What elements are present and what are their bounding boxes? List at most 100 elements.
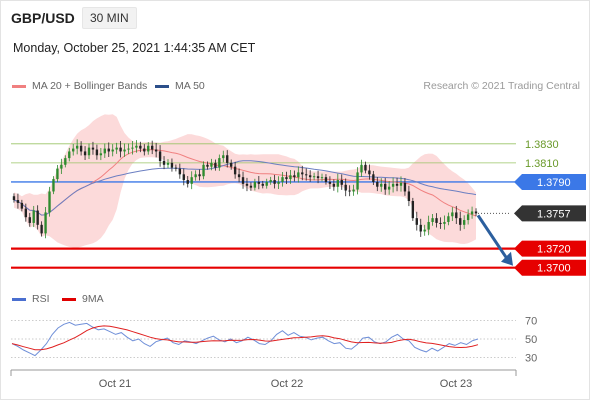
candle-body xyxy=(415,218,418,225)
candle-body xyxy=(91,147,95,150)
candle-body xyxy=(470,211,474,215)
candle-body xyxy=(312,176,316,178)
bollinger-band-layer xyxy=(14,114,476,248)
level-label-1.3830: 1.3830 xyxy=(525,139,559,151)
forecast-arrow-head xyxy=(501,251,513,266)
candle-body xyxy=(257,181,261,184)
candle-body xyxy=(206,164,209,167)
candle-body xyxy=(166,162,170,165)
level-label-1.3790: 1.3790 xyxy=(537,177,571,189)
candle-body xyxy=(265,181,268,186)
candle-body xyxy=(111,149,114,152)
candle-body xyxy=(151,145,154,150)
candle-body xyxy=(443,221,446,224)
candle-body xyxy=(372,174,375,182)
candle-body xyxy=(411,201,415,219)
level-tag-1.3790 xyxy=(514,173,586,190)
candle-body xyxy=(348,190,351,192)
candle-body xyxy=(269,180,272,182)
candle-body xyxy=(459,218,462,225)
candle-body xyxy=(285,177,288,180)
candle-body xyxy=(308,175,312,178)
datetime-label: Monday, October 25, 2021 1:44:35 AM CET xyxy=(13,41,256,55)
moving-averages-layer xyxy=(13,149,477,217)
candle-body xyxy=(202,164,205,177)
candle-body xyxy=(384,183,387,190)
rsi-line xyxy=(11,321,479,357)
candle-body xyxy=(407,191,411,201)
interval-badge[interactable]: 30 MIN xyxy=(82,7,137,29)
candle-body xyxy=(431,218,434,222)
candle-body xyxy=(28,217,31,223)
candle-body xyxy=(52,179,55,192)
last-price-layer: 1.3757 xyxy=(478,205,586,222)
candle-body xyxy=(218,158,221,168)
candle-body xyxy=(332,183,336,187)
candle-body xyxy=(182,174,185,181)
candle-body xyxy=(64,158,67,165)
candle-body xyxy=(241,177,245,184)
candle-body xyxy=(419,224,422,232)
candle-body xyxy=(226,155,229,163)
candle-body xyxy=(139,145,142,149)
candle-body xyxy=(368,170,371,175)
candle-body xyxy=(466,214,470,221)
candle-body xyxy=(56,168,59,180)
last-price-label: 1.3757 xyxy=(537,208,571,220)
candle-body xyxy=(158,151,162,161)
ma20-swatch xyxy=(12,84,26,88)
candle-body xyxy=(40,224,43,234)
rsi-panel: 70 50 30 xyxy=(11,316,537,364)
candle-body xyxy=(72,148,75,152)
candle-body xyxy=(281,177,284,182)
legend-ma20: MA 20 + Bollinger Bands xyxy=(12,80,147,92)
candle-body xyxy=(253,181,257,188)
candle-body xyxy=(249,185,253,188)
candle-body xyxy=(170,162,174,168)
bollinger-band xyxy=(14,114,476,248)
research-credit: Research © 2021 Trading Central xyxy=(423,80,580,92)
candle-body xyxy=(376,181,379,187)
forecast-arrow-layer xyxy=(476,214,513,266)
candle-body xyxy=(174,167,178,169)
candle-body xyxy=(119,147,122,152)
candle-body xyxy=(293,175,296,178)
candle-body xyxy=(107,148,110,152)
candle-body xyxy=(115,147,118,150)
candle-body xyxy=(352,189,355,192)
last-price-tag xyxy=(514,205,586,222)
candle-body xyxy=(95,149,99,156)
ma20-legend-label: MA 20 + Bollinger Bands xyxy=(32,80,148,92)
candle-body xyxy=(297,172,300,178)
candle-body xyxy=(391,183,395,187)
candle-body xyxy=(198,174,201,177)
candle-body xyxy=(147,145,150,152)
level-label-1.3700: 1.3700 xyxy=(537,263,571,275)
x-tick-label: Oct 22 xyxy=(271,378,303,390)
candle-body xyxy=(340,180,343,185)
candle-body xyxy=(131,147,134,149)
candle-body xyxy=(301,172,304,175)
candle-body xyxy=(245,183,249,186)
candle-body xyxy=(12,196,16,201)
legend-rsi: RSI xyxy=(12,293,50,305)
candle-body xyxy=(186,180,189,184)
candle-body xyxy=(162,160,166,165)
x-tick-label: Oct 23 xyxy=(440,378,472,390)
candle-body xyxy=(344,184,347,191)
candle-body xyxy=(210,162,213,167)
candle-body xyxy=(233,166,237,175)
level-label-1.3810: 1.3810 xyxy=(525,158,559,170)
rsi-ma9-line xyxy=(11,325,479,351)
candle-body xyxy=(261,183,264,186)
candle-body xyxy=(154,149,158,152)
candle-body xyxy=(103,148,106,154)
candle-body xyxy=(403,182,407,192)
rsi-legend-label: RSI xyxy=(32,293,50,305)
candle-body xyxy=(451,212,454,217)
candle-body xyxy=(277,181,280,184)
candle-body xyxy=(44,212,47,234)
candle-body xyxy=(16,200,20,203)
legend-ma50: MA 50 xyxy=(155,80,205,92)
x-axis: Oct 21 Oct 22 Oct 23 xyxy=(10,369,517,390)
